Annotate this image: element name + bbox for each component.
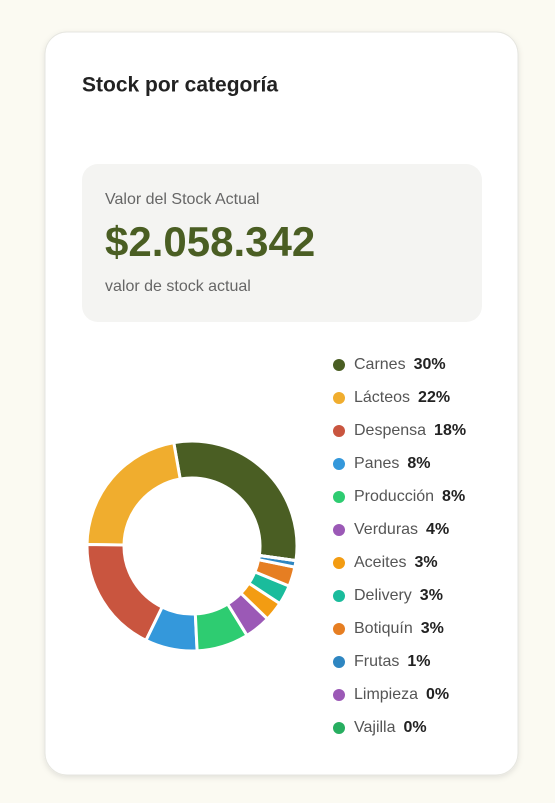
legend: Carnes 30%Lácteos 22% Despensa 18% Panes 8% Pro… xyxy=(333,356,466,736)
slice xyxy=(256,553,298,569)
summary-box xyxy=(82,164,482,322)
card-title: Stock por categoría xyxy=(82,74,278,97)
legend-label: Vajilla xyxy=(354,719,396,736)
legend-dot xyxy=(333,722,345,734)
legend-label: Despensa xyxy=(354,422,426,439)
summary-value: $2.058.342 xyxy=(105,218,315,265)
legend-value: 3% xyxy=(421,620,444,637)
legend-value: 22% xyxy=(418,389,450,406)
legend-value: 3% xyxy=(414,554,437,571)
legend-dot xyxy=(333,557,345,569)
legend-dot xyxy=(333,524,345,536)
donut xyxy=(85,439,299,653)
legend-label: Verduras xyxy=(354,521,418,538)
legend-label: Aceites xyxy=(354,554,406,571)
summary-caption: valor de stock actual xyxy=(105,278,251,295)
legend-label: Carnes xyxy=(354,356,406,373)
legend-label: Panes xyxy=(354,455,399,472)
legend-label: Producción xyxy=(354,488,434,505)
legend-value: 30% xyxy=(414,356,446,373)
legend-dot xyxy=(333,491,345,503)
legend-dot xyxy=(333,425,345,437)
legend-label: Limpieza xyxy=(354,686,418,703)
legend-value: 3% xyxy=(420,587,443,604)
legend-value: 18% xyxy=(434,422,466,439)
legend-dot xyxy=(333,359,345,371)
legend-dot xyxy=(333,656,345,668)
legend-dot xyxy=(333,590,345,602)
legend-dot xyxy=(333,623,345,635)
legend-value: 0% xyxy=(426,686,449,703)
legend-label: Delivery xyxy=(354,587,412,604)
legend-dot xyxy=(333,689,345,701)
legend-label: Botiquín xyxy=(354,620,413,637)
legend-dot xyxy=(333,392,345,404)
legend-value: 0% xyxy=(404,719,427,736)
legend-value: 1% xyxy=(407,653,430,670)
summary-label: Valor del Stock Actual xyxy=(105,191,259,208)
legend-dot xyxy=(333,458,345,470)
legend-value: 8% xyxy=(442,488,465,505)
legend-label: Lácteos xyxy=(354,389,410,406)
legend-value: 4% xyxy=(426,521,449,538)
legend-label: Frutas xyxy=(354,653,399,670)
legend-value: 8% xyxy=(407,455,430,472)
slice xyxy=(172,439,299,563)
